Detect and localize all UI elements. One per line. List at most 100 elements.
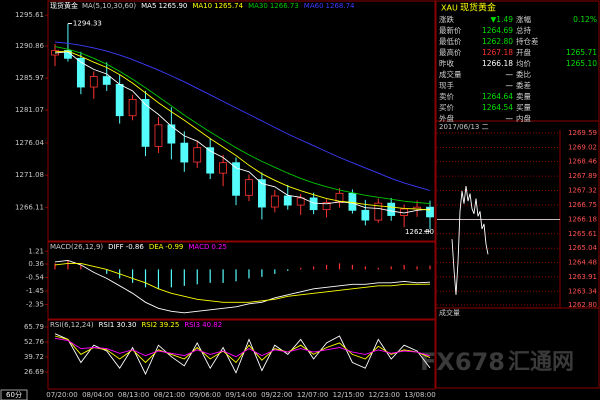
ma-line xyxy=(54,41,431,191)
header-item: 现货黄金 xyxy=(50,1,78,10)
candle-body xyxy=(361,209,370,221)
x-tick-label: 09/22:00 xyxy=(261,391,292,399)
quote-code: XAU xyxy=(441,4,458,13)
header-item: RSI(6,12,24) xyxy=(50,321,94,329)
y-tick-label: 1290.86 xyxy=(15,42,44,50)
header-item: RSI1 xyxy=(99,321,115,329)
header-item: 30.30 xyxy=(116,321,136,329)
y-tick-label: 1276.04 xyxy=(15,139,44,147)
y-tick-label: 1269.59 xyxy=(568,129,597,137)
rsi-line xyxy=(54,335,431,364)
candle-body xyxy=(141,99,150,147)
candle-body xyxy=(374,202,383,221)
candle-body xyxy=(89,76,98,88)
quote-label: 最高价 xyxy=(439,47,462,57)
y-tick-label: 0.36 xyxy=(28,260,44,268)
macd-line xyxy=(54,259,431,314)
header-item: 1266.73 xyxy=(270,2,299,10)
quote-label: 委差 xyxy=(516,80,531,90)
low-label: 1262.80 xyxy=(405,228,434,236)
candle-body xyxy=(193,147,202,163)
y-tick-label: 1266.18 xyxy=(568,215,597,223)
candle-body xyxy=(257,179,266,208)
quote-label: 最低价 xyxy=(439,36,462,46)
quote-label: 现手 xyxy=(439,80,454,90)
header-item: -0.86 xyxy=(126,243,145,251)
x-tick-label: 12/07:00 xyxy=(297,391,328,399)
candle-body xyxy=(206,147,215,174)
candle-body xyxy=(219,162,228,174)
y-tick-label: 52.76 xyxy=(24,338,45,346)
ma-line xyxy=(54,46,431,205)
quote-label: 总持 xyxy=(516,25,531,35)
candle-body xyxy=(335,192,344,203)
panel-header: MACD(26,12,9) DIFF -0.86 DEA -0.99 MACD 0.25 xyxy=(50,243,227,251)
candle-body xyxy=(115,84,124,117)
header-item: MACD(26,12,9) xyxy=(50,243,103,251)
watermark-name: 汇通网 xyxy=(508,350,574,375)
header-item: MA10 xyxy=(192,2,212,10)
quote-value: 1264.69 xyxy=(482,26,513,35)
y-tick-label: 26.69 xyxy=(24,368,44,376)
quote-value: 1265.10 xyxy=(566,59,597,68)
x-tick-label: 07/20:00 xyxy=(46,391,77,399)
quote-label: 成交量 xyxy=(439,69,462,79)
x-tick-label: 12/23:00 xyxy=(368,391,399,399)
quote-label: 持仓差 xyxy=(516,36,539,46)
y-tick-label: 1.21 xyxy=(28,247,44,255)
quote-label: 涨幅 xyxy=(516,14,531,24)
period-box[interactable] xyxy=(0,389,28,400)
y-tick-label: 1265.61 xyxy=(568,230,597,238)
quote-value: — xyxy=(506,114,514,123)
quote-name: 现货黄金 xyxy=(460,2,496,14)
rsi-line xyxy=(54,333,431,376)
quote-label: 卖价 xyxy=(439,92,454,101)
candle-body xyxy=(322,202,331,211)
header-item: DEA xyxy=(149,243,164,251)
candle-body xyxy=(426,206,434,218)
quote-label: 开盘 xyxy=(516,47,531,57)
y-tick-label: 1263.34 xyxy=(568,287,597,295)
quote-value: 1265.71 xyxy=(566,48,597,57)
y-tick-label: 1266.11 xyxy=(15,204,44,212)
quote-label: 委比 xyxy=(516,69,531,79)
quote-label: 买价 xyxy=(439,103,454,112)
header-item: MA30 xyxy=(248,2,268,10)
quote-label: 昨收 xyxy=(439,58,454,68)
header-item: RSI2 xyxy=(141,321,157,329)
candle-body xyxy=(76,57,85,88)
intraday-line xyxy=(451,185,489,295)
x-tick-label: 09/14:00 xyxy=(225,391,256,399)
quote-value: 1264.54 xyxy=(482,103,513,112)
intraday-date: 2017/06/13 二 xyxy=(439,123,489,131)
header-item: 1268.74 xyxy=(326,2,355,10)
quote-value: 1266.18 xyxy=(482,59,513,68)
candle-body xyxy=(270,195,279,208)
quote-value: — xyxy=(506,70,514,79)
period-label[interactable]: 60分 xyxy=(6,390,22,399)
x-tick-label: 08/13:00 xyxy=(118,391,149,399)
candle-body xyxy=(309,197,318,211)
quote-value: ▼1.49 xyxy=(491,15,514,24)
y-tick-label: 1265.04 xyxy=(568,244,597,252)
quote-value: 1262.80 xyxy=(482,37,513,46)
y-tick-label: 1268.46 xyxy=(568,158,597,166)
y-tick-label: 1271.08 xyxy=(15,171,44,179)
y-tick-label: -2.35 xyxy=(26,301,44,309)
quote-value: 1264.64 xyxy=(482,92,513,101)
candle-body xyxy=(180,142,189,163)
candle-body xyxy=(154,124,163,147)
header-item: DIFF xyxy=(108,243,124,251)
candle-body xyxy=(387,202,396,216)
panel-header: 现货黄金 MA(5,10,30,60) MA5 1265.90 MA10 1265.74 M… xyxy=(50,1,355,10)
header-item: MACD xyxy=(188,243,209,251)
y-tick-label: 1267.89 xyxy=(568,172,597,180)
y-tick-label: 1262.80 xyxy=(568,301,597,309)
macd-line xyxy=(54,262,431,303)
quote-value: 0.12% xyxy=(573,15,597,24)
header-item: 1265.74 xyxy=(214,2,243,10)
header-item: 39.25 xyxy=(159,321,179,329)
candle-body xyxy=(245,179,253,196)
header-item: MA60 xyxy=(304,2,324,10)
